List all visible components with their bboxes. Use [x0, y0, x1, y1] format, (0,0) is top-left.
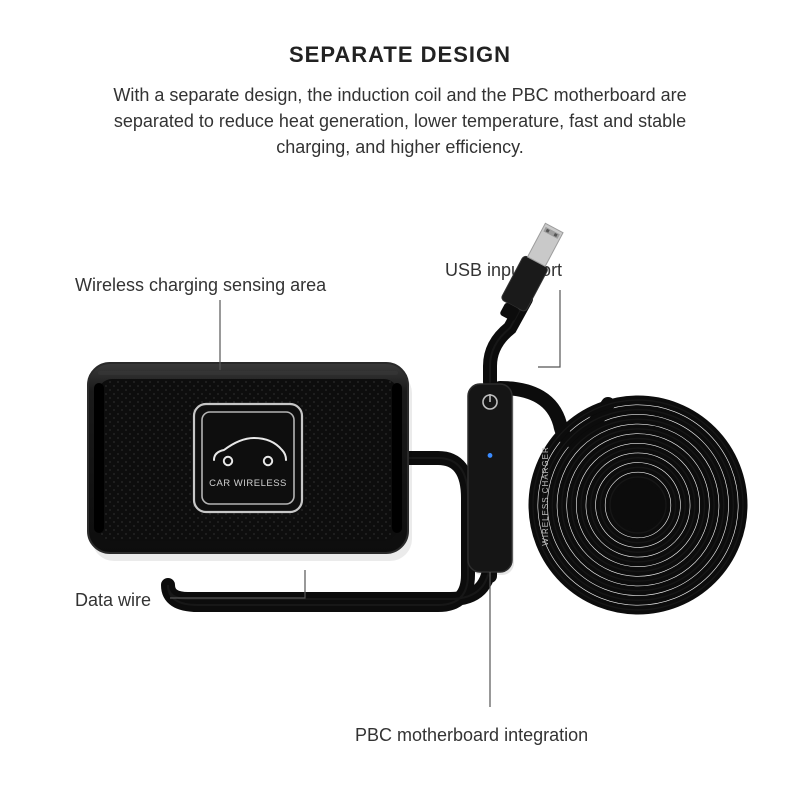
svg-text:WIRELESS CHARGER: WIRELESS CHARGER: [541, 446, 550, 546]
leader-usb: [538, 290, 560, 367]
svg-text:CAR WIRELESS: CAR WIRELESS: [209, 478, 287, 489]
diagram-svg: CAR WIRELESS WIRELESS CHARGER: [0, 0, 800, 800]
